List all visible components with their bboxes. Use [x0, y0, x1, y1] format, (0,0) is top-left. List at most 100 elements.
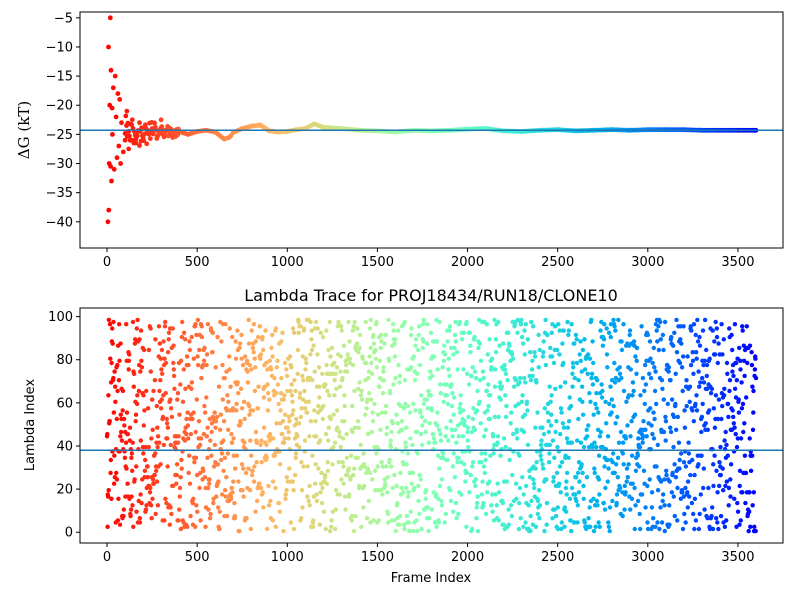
- lambda-point: [649, 490, 655, 495]
- lambda-point: [313, 319, 319, 325]
- lambda-point: [512, 384, 517, 389]
- lambda-point: [161, 442, 166, 448]
- lambda-point: [261, 425, 267, 430]
- dg-point: [124, 108, 130, 114]
- lambda-point: [453, 500, 459, 506]
- lambda-point: [283, 496, 288, 501]
- lambda-point: [329, 518, 334, 523]
- lambda-point: [414, 518, 419, 523]
- lambda-point: [483, 511, 489, 517]
- lambda-point: [680, 490, 685, 495]
- dg-point: [137, 120, 142, 126]
- lambda-point: [228, 384, 233, 389]
- lambda-point: [650, 360, 655, 366]
- lambda-point: [687, 494, 692, 499]
- top-axes-frame: [79, 11, 784, 249]
- lambda-point: [130, 468, 135, 473]
- lambda-point: [463, 479, 468, 484]
- x-tick-label: 0: [103, 550, 111, 565]
- lambda-point: [411, 401, 416, 407]
- lambda-point: [227, 326, 232, 331]
- lambda-point: [579, 462, 584, 467]
- lambda-point: [724, 360, 730, 366]
- lambda-point: [148, 326, 153, 331]
- lambda-point: [354, 341, 360, 346]
- lambda-point: [254, 460, 259, 465]
- lambda-point: [735, 436, 740, 441]
- lambda-point: [367, 354, 372, 359]
- lambda-point: [340, 460, 345, 465]
- lambda-point: [371, 332, 376, 338]
- lambda-point: [671, 343, 676, 348]
- lambda-point: [115, 362, 120, 368]
- lambda-point: [208, 511, 213, 517]
- lambda-point: [490, 492, 495, 497]
- lambda-point: [481, 375, 486, 381]
- lambda-point: [308, 319, 313, 325]
- lambda-point: [587, 505, 592, 510]
- lambda-point: [601, 500, 606, 506]
- lambda-point: [524, 399, 530, 404]
- lambda-point: [448, 498, 454, 504]
- lambda-point: [399, 419, 404, 424]
- lambda-point: [393, 337, 398, 342]
- lambda-point: [461, 330, 467, 335]
- lambda-point: [225, 393, 230, 398]
- lambda-point: [720, 352, 725, 357]
- lambda-point: [555, 444, 560, 450]
- lambda-point: [587, 356, 593, 361]
- lambda-point: [341, 343, 347, 348]
- lambda-point: [634, 358, 639, 363]
- lambda-point: [693, 518, 699, 523]
- lambda-point: [639, 492, 645, 497]
- lambda-point: [437, 319, 442, 325]
- lambda-point: [331, 412, 336, 417]
- lambda-point: [549, 354, 555, 359]
- lambda-point: [428, 330, 434, 335]
- lambda-point: [141, 451, 146, 456]
- lambda-point: [378, 332, 384, 338]
- lambda-point: [172, 386, 177, 391]
- lambda-point: [459, 492, 464, 497]
- lambda-point: [230, 490, 235, 495]
- lambda-point: [420, 423, 425, 428]
- lambda-point: [427, 421, 432, 426]
- lambda-point: [292, 378, 297, 383]
- lambda-point: [461, 367, 466, 372]
- lambda-point: [457, 319, 463, 325]
- lambda-point: [641, 468, 647, 473]
- lambda-point: [243, 470, 249, 476]
- lambda-point: [326, 438, 331, 443]
- lambda-point: [105, 431, 110, 437]
- lambda-point: [722, 524, 728, 529]
- lambda-point: [133, 419, 138, 424]
- lambda-point: [260, 334, 265, 340]
- lambda-point: [185, 410, 190, 415]
- lambda-point: [350, 328, 355, 333]
- lambda-point: [673, 371, 678, 376]
- lambda-point: [356, 425, 361, 430]
- lambda-point: [489, 356, 495, 361]
- lambda-point: [154, 479, 160, 484]
- lambda-point: [747, 436, 752, 441]
- lambda-point: [737, 345, 742, 351]
- lambda-point: [326, 425, 331, 430]
- lambda-point: [195, 509, 200, 514]
- lambda-point: [705, 516, 710, 521]
- lambda-point: [280, 330, 285, 335]
- lambda-point: [381, 369, 386, 374]
- lambda-point: [320, 334, 326, 340]
- lambda-point: [229, 485, 234, 491]
- lambda-point: [513, 481, 519, 486]
- lambda-point: [412, 485, 417, 491]
- lambda-point: [604, 421, 609, 426]
- lambda-point: [351, 472, 356, 478]
- lambda-point: [193, 455, 199, 460]
- lambda-point: [234, 453, 239, 458]
- lambda-point: [551, 479, 556, 484]
- lambda-point: [105, 524, 110, 529]
- lambda-point: [315, 326, 320, 331]
- lambda-point: [747, 343, 753, 348]
- lambda-point: [732, 496, 737, 501]
- lambda-point: [690, 358, 696, 363]
